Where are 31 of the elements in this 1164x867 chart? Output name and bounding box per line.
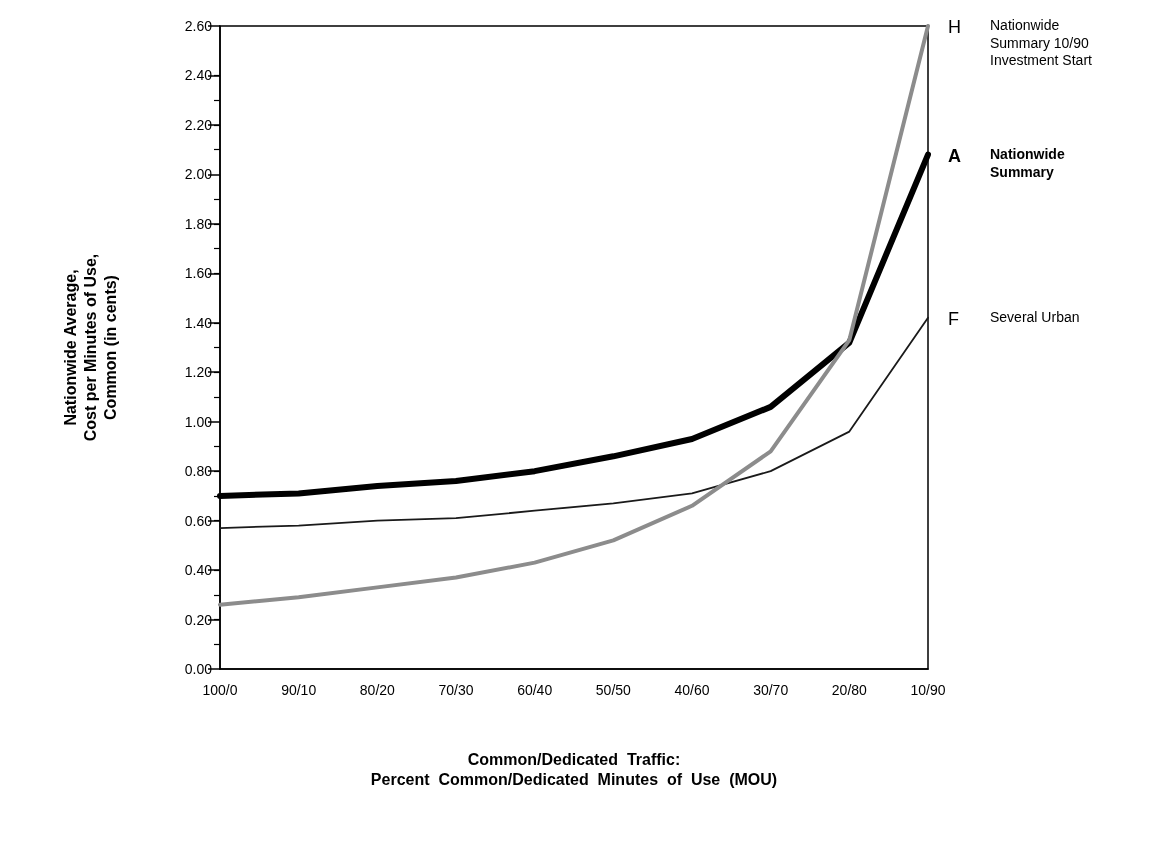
y-tick-label: 0.60: [184, 512, 213, 529]
y-tick-label: 1.00: [184, 413, 213, 430]
line-series: [219, 316, 929, 529]
y-axis-title: Nationwide Average, Cost per Minutes of Use, Common (in cents): [61, 253, 119, 442]
x-tick-label: 40/60: [674, 682, 710, 698]
x-tick-label: 10/90: [910, 682, 946, 698]
y-tick-label: 2.60: [184, 18, 213, 34]
x-tick-label: 70/30: [438, 682, 474, 698]
x-tick-label: 30/70: [753, 682, 789, 698]
y-tick-label: 1.80: [184, 215, 213, 232]
y-tick-label: 2.20: [184, 116, 213, 133]
y-tick-label: 0.80: [184, 463, 213, 480]
x-tick-label: 80/20: [359, 682, 396, 698]
text: A Nationwide Summary: [948, 145, 1065, 180]
text: H Nationwide Summary 10/90 Investment Start: [948, 17, 1092, 68]
x-tick-label: 90/10: [281, 682, 317, 698]
line-series: [218, 24, 930, 607]
x-tick-label: 100/0: [202, 682, 238, 698]
y-tick-label: 2.00: [184, 166, 213, 183]
y-tick-label: 0.40: [184, 562, 213, 579]
y-tick-label: 1.20: [184, 364, 213, 381]
x-axis-title: Common/Dedicated Traffic: Percent Common/Dedicated Minutes of Use (MOU): [370, 750, 778, 788]
text: F Several Urban: [948, 308, 1080, 329]
y-tick-label: 1.40: [184, 314, 213, 331]
y-tick-label: 0.20: [184, 611, 213, 628]
y-tick-label: 1.60: [184, 265, 213, 282]
y-tick-label: 2.40: [184, 67, 213, 84]
x-tick-label: 20/80: [831, 682, 868, 698]
y-tick-label: 0.00: [184, 661, 213, 677]
x-tick-label: 50/50: [595, 682, 632, 698]
x-tick-label: 60/40: [517, 682, 553, 698]
